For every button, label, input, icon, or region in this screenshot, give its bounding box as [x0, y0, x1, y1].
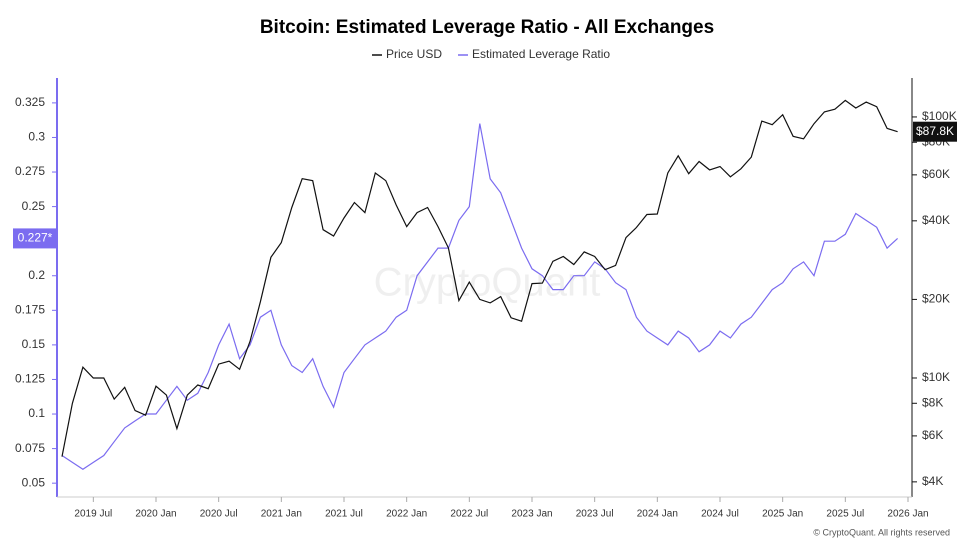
y-tick-label: 0.175 — [15, 302, 45, 316]
y-tick-label: 0.125 — [15, 372, 45, 386]
x-tick-label: 2019 Jul — [74, 509, 112, 520]
x-tick-label: 2021 Jan — [261, 509, 302, 520]
x-tick-label: 2020 Jan — [135, 509, 176, 520]
x-tick-label: 2022 Jul — [450, 509, 488, 520]
x-tick-label: 2025 Jul — [826, 509, 864, 520]
x-tick-label: 2023 Jan — [511, 509, 552, 520]
watermark: CryptoQuant — [374, 261, 601, 305]
y-tick-label: 0.325 — [15, 95, 45, 109]
y2-tick-label: $8K — [922, 395, 943, 409]
y-tick-label: 0.15 — [22, 337, 46, 351]
chart-title: Bitcoin: Estimated Leverage Ratio - All … — [260, 17, 714, 38]
current-badge — [913, 121, 957, 142]
y2-tick-label: $10K — [922, 370, 950, 384]
y-tick-label: 0.05 — [22, 475, 46, 489]
x-tick-label: 2025 Jan — [762, 509, 803, 520]
x-tick-label: 2021 Jul — [325, 509, 363, 520]
x-tick-label: 2024 Jan — [637, 509, 678, 520]
series-line — [61, 99, 898, 457]
x-tick-label: 2026 Jan — [887, 509, 928, 520]
y-tick-label: 0.1 — [28, 406, 45, 420]
y2-tick-label: $100K — [922, 109, 957, 123]
current-label: 0.227* — [18, 231, 53, 245]
y2-tick-label: $40K — [922, 213, 950, 227]
y-tick-label: 0.3 — [28, 130, 45, 144]
y-tick-label: 0.2 — [28, 268, 45, 282]
y2-tick-label: $20K — [922, 292, 950, 306]
x-tick-label: 2023 Jul — [576, 509, 614, 520]
y2-tick-label: $6K — [922, 428, 943, 442]
y2-tick-label: $60K — [922, 167, 950, 181]
y-tick-label: 0.075 — [15, 441, 45, 455]
credit: © CryptoQuant. All rights reserved — [813, 527, 950, 537]
x-tick-label: 2020 Jul — [200, 509, 238, 520]
legend-label: Estimated Leverage Ratio — [472, 47, 610, 61]
y2-tick-label: $4K — [922, 474, 943, 488]
y-tick-label: 0.275 — [15, 164, 45, 178]
x-tick-label: 2022 Jan — [386, 509, 427, 520]
x-tick-label: 2024 Jul — [701, 509, 739, 520]
current-badge — [13, 228, 57, 249]
current-label: $87.8K — [916, 124, 954, 138]
legend-label: Price USD — [386, 47, 442, 61]
y-tick-label: 0.25 — [22, 199, 46, 213]
